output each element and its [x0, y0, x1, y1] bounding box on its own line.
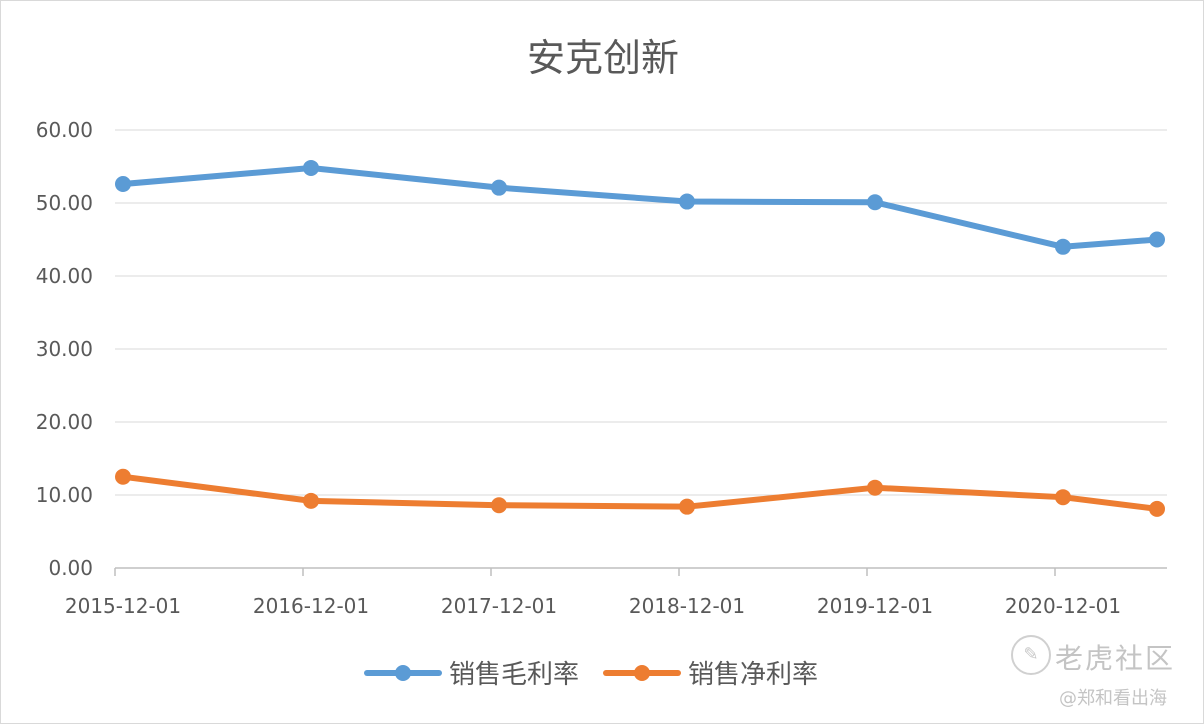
- series-2: [115, 468, 1165, 517]
- series-line: [120, 473, 1160, 512]
- x-tick-label: 2016-12-01: [253, 594, 369, 618]
- chart-title: 安克创新: [527, 36, 679, 80]
- series-1: [115, 159, 1165, 255]
- data-point: [867, 194, 883, 211]
- legend-item: 销售毛利率: [364, 660, 579, 690]
- data-point: [679, 498, 695, 515]
- data-point: [303, 492, 319, 509]
- watermark-author: @郑和看出海: [1059, 688, 1167, 709]
- x-axis: 2015-12-01 2016-12-01 2017-12-01 2018-12-01…: [65, 567, 1167, 618]
- x-tick-label: 2020-12-01: [1005, 594, 1121, 618]
- legend-item: 销售净利率: [603, 660, 818, 690]
- y-tick-label: 40.00: [36, 264, 93, 288]
- data-point: [1055, 489, 1071, 506]
- y-tick-label: 10.00: [36, 483, 93, 507]
- x-tick-label: 2018-12-01: [629, 594, 745, 618]
- data-point: [115, 176, 131, 193]
- series-line: [120, 164, 1160, 250]
- x-tick-label: 2019-12-01: [817, 594, 933, 618]
- data-point: [1055, 238, 1071, 255]
- y-tick-label: 50.00: [36, 191, 93, 215]
- data-point: [115, 468, 131, 485]
- legend-marker: [395, 665, 411, 681]
- legend-label: 销售毛利率: [449, 660, 579, 690]
- data-point: [491, 179, 507, 196]
- data-point: [1149, 231, 1165, 248]
- y-tick-label: 20.00: [36, 410, 93, 434]
- data-point: [679, 193, 695, 210]
- watermark-site: 老虎社区: [1055, 642, 1176, 675]
- data-point: [303, 159, 319, 176]
- legend: 销售毛利率 销售净利率: [364, 660, 818, 690]
- legend-label: 销售净利率: [688, 660, 818, 690]
- tiger-logo-icon: ✎: [1011, 635, 1051, 675]
- data-point: [491, 497, 507, 514]
- y-tick-label: 0.00: [48, 556, 93, 580]
- y-tick-label: 60.00: [36, 118, 93, 142]
- series-layer: [115, 159, 1165, 517]
- legend-marker: [634, 665, 650, 681]
- data-point: [1149, 500, 1165, 517]
- data-point: [867, 479, 883, 496]
- grid-lines: [115, 129, 1167, 496]
- x-tick-label: 2017-12-01: [441, 594, 557, 618]
- y-axis-ticks: 0.00 10.00 20.00 30.00 40.00 50.00 60.00: [36, 118, 93, 580]
- x-tick-label: 2015-12-01: [65, 594, 181, 618]
- y-tick-label: 30.00: [36, 337, 93, 361]
